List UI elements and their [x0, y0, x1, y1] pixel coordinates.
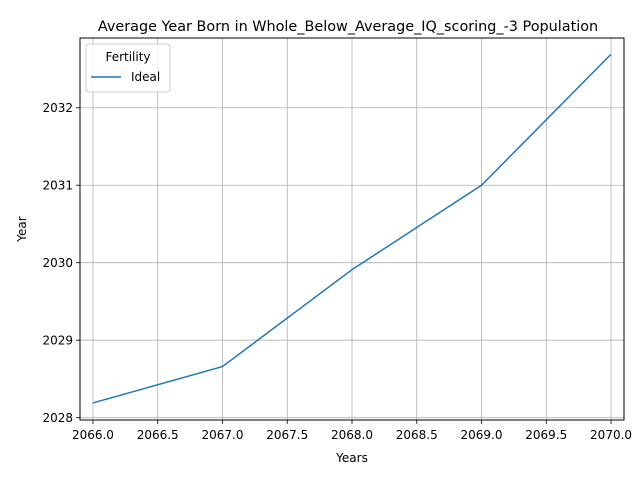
y-tick-label: 2030 [42, 256, 73, 270]
x-tick-label: 2069.0 [461, 428, 503, 442]
x-tick-label: 2068.0 [331, 428, 373, 442]
chart-title: Average Year Born in Whole_Below_Average… [98, 19, 598, 35]
x-tick-label: 2066.5 [137, 428, 179, 442]
grid [80, 38, 624, 420]
legend: Fertility Ideal [86, 44, 170, 92]
y-tick-label: 2032 [42, 101, 73, 115]
x-tick-label: 2068.5 [396, 428, 438, 442]
x-axis: 2066.0 2066.5 2067.0 2067.5 2068.0 2068.5 2069… [72, 420, 632, 442]
y-tick-label: 2031 [42, 179, 73, 193]
y-tick-label: 2028 [42, 411, 73, 425]
y-tick-label: 2029 [42, 334, 73, 348]
x-axis-title: Years [335, 451, 368, 465]
legend-title: Fertility [105, 50, 150, 64]
x-tick-label: 2067.5 [266, 428, 308, 442]
y-axis-title: Year [15, 216, 29, 242]
y-axis: 2028 2029 2030 2031 2032 [42, 101, 80, 425]
x-tick-label: 2067.0 [201, 428, 243, 442]
x-tick-label: 2069.5 [525, 428, 567, 442]
x-tick-label: 2066.0 [72, 428, 114, 442]
x-tick-label: 2070.0 [590, 428, 632, 442]
legend-label-ideal: Ideal [131, 70, 160, 84]
